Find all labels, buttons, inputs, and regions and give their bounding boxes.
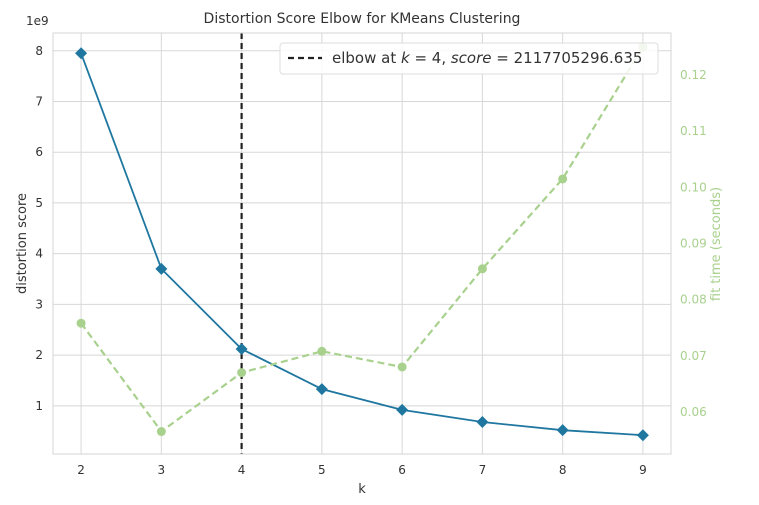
x-tick-label: 8 bbox=[559, 463, 567, 477]
right-y-axis-label: fit time (seconds) bbox=[709, 187, 724, 301]
fit-time-point bbox=[76, 318, 86, 328]
distortion-point bbox=[636, 429, 649, 442]
distortion-line bbox=[80, 52, 643, 437]
x-tick-label: 9 bbox=[639, 463, 647, 477]
distortion-point bbox=[556, 424, 569, 437]
x-tick-label: 4 bbox=[238, 463, 246, 477]
chart-title: Distortion Score Elbow for KMeans Cluste… bbox=[204, 11, 521, 27]
fit-time-point bbox=[397, 362, 407, 372]
x-tick-label: 3 bbox=[158, 463, 166, 477]
distortion-point bbox=[155, 262, 168, 275]
y-tick-label: 5 bbox=[35, 196, 43, 210]
plot-frame bbox=[52, 32, 672, 455]
y-axis-offset-label: 1e9 bbox=[26, 14, 49, 28]
right-y-tick-label: 0.10 bbox=[680, 180, 707, 194]
x-tick-label: 5 bbox=[318, 463, 326, 477]
legend-text: elbow at k = 4, score = 2117705296.635 bbox=[332, 49, 642, 67]
legend-k-symbol: k bbox=[401, 49, 411, 67]
y-tick-label: 1 bbox=[35, 399, 43, 413]
fit-time-point bbox=[237, 368, 247, 378]
fit-time-point bbox=[317, 346, 327, 356]
y-tick-label: 8 bbox=[35, 44, 43, 58]
fit-time-line bbox=[80, 46, 644, 434]
y-tick-label: 3 bbox=[35, 297, 43, 311]
y-tick-labels: 1 2 3 4 5 6 7 8 bbox=[35, 44, 43, 413]
x-tick-labels: 2 3 4 5 6 7 8 9 bbox=[77, 463, 646, 477]
legend-score-value: = 2117705296.635 bbox=[492, 49, 643, 67]
y-axis-label: distortion score bbox=[15, 193, 30, 294]
fit-time-point bbox=[558, 174, 568, 184]
y-tick-label: 4 bbox=[35, 247, 43, 261]
right-y-tick-label: 0.09 bbox=[680, 237, 707, 251]
right-y-tick-label: 0.07 bbox=[680, 349, 707, 363]
grid bbox=[53, 33, 671, 454]
distortion-point bbox=[476, 416, 489, 429]
legend-score-symbol: score bbox=[451, 49, 492, 67]
distortion-point bbox=[315, 383, 328, 396]
right-y-tick-label: 0.12 bbox=[680, 68, 707, 82]
x-tick-label: 7 bbox=[479, 463, 487, 477]
legend-box bbox=[279, 42, 659, 75]
right-y-tick-label: 0.06 bbox=[680, 405, 707, 419]
fit-time-point bbox=[156, 427, 166, 437]
fit-time-point bbox=[477, 264, 487, 274]
x-tick-label: 6 bbox=[398, 463, 406, 477]
series-layer bbox=[75, 42, 649, 442]
y-tick-label: 7 bbox=[35, 94, 43, 108]
legend: elbow at k = 4, score = 2117705296.635 bbox=[279, 42, 659, 75]
distortion-point bbox=[235, 343, 248, 356]
y-tick-label: 2 bbox=[35, 348, 43, 362]
legend-prefix: elbow at bbox=[332, 49, 401, 67]
y-tick-label: 6 bbox=[35, 145, 43, 159]
distortion-point bbox=[396, 403, 409, 416]
right-y-tick-label: 0.08 bbox=[680, 293, 707, 307]
right-y-tick-labels: 0.06 0.07 0.08 0.09 0.10 0.11 0.12 bbox=[680, 68, 707, 419]
legend-k-value: = 4, bbox=[410, 49, 451, 67]
distortion-point bbox=[75, 47, 88, 60]
x-axis-label: k bbox=[358, 482, 366, 497]
x-tick-label: 2 bbox=[77, 463, 85, 477]
right-y-tick-label: 0.11 bbox=[680, 124, 707, 138]
